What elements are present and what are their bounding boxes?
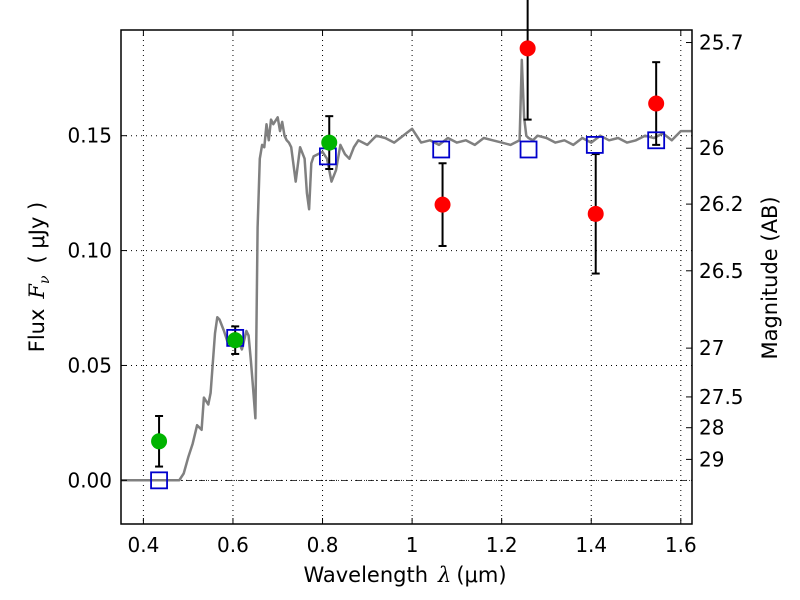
observed-flux-point bbox=[321, 134, 338, 151]
x-tick-label: 1 bbox=[406, 533, 419, 557]
x-axis-title-symbol: λ bbox=[437, 563, 451, 587]
y2-tick-label: 28 bbox=[699, 416, 724, 440]
y2-tick-label: 27.5 bbox=[699, 385, 744, 409]
x-axis-title-unit: (μm) bbox=[456, 563, 506, 587]
observed-flux-point bbox=[434, 196, 451, 213]
y2-tick-label: 29 bbox=[699, 447, 724, 471]
synthetic-photometry-box bbox=[150, 471, 168, 490]
observed-flux-point bbox=[587, 205, 604, 222]
plot-frame bbox=[120, 29, 693, 525]
y-axis-title-subscript: ν bbox=[37, 275, 53, 284]
observed-flux-point bbox=[519, 40, 536, 57]
x-axis-title: Wavelength λ (μm) bbox=[303, 563, 506, 587]
observed-flux-point bbox=[227, 332, 244, 349]
observed-flux-point bbox=[648, 95, 665, 112]
model-spectrum-line bbox=[121, 58, 692, 482]
x-tick-label: 1.4 bbox=[575, 533, 607, 557]
x-tick-label: 1.6 bbox=[665, 533, 697, 557]
y2-axis: 25.7 26 26.2 26.5 27 27.5 28 29 bbox=[686, 31, 744, 471]
y2-tick-label: 26.5 bbox=[699, 259, 744, 283]
y-axis: 0.00 0.05 0.10 0.15 bbox=[67, 124, 127, 492]
y2-tick-label: 27 bbox=[699, 336, 724, 360]
y-tick-label: 0.05 bbox=[67, 353, 112, 377]
y2-axis-title: Magnitude (AB) bbox=[758, 196, 782, 359]
synthetic-photometry-box bbox=[432, 140, 451, 159]
model-spectrum-layer bbox=[121, 58, 692, 482]
synthetic-photometry-box bbox=[519, 140, 538, 159]
x-tick-label: 0.8 bbox=[307, 533, 339, 557]
x-axis: 0.4 0.6 0.8 1 1.2 1.4 1.6 bbox=[127, 30, 697, 557]
y-tick-label: 0.15 bbox=[67, 124, 112, 148]
observed-flux-point bbox=[151, 433, 168, 450]
y-axis-title-unit: ( μJy ) bbox=[25, 202, 49, 264]
y-axis-title-symbol: F bbox=[25, 283, 49, 300]
y-tick-label: 0.10 bbox=[67, 239, 112, 263]
y2-tick-label: 26 bbox=[699, 136, 724, 160]
grid-lines bbox=[121, 30, 692, 524]
y-axis-title: Flux Fν ( μJy ) bbox=[25, 202, 53, 352]
synthetic-photometry-box bbox=[585, 135, 604, 154]
data-points-layer bbox=[150, 0, 666, 490]
y-tick-label: 0.00 bbox=[67, 468, 112, 492]
x-tick-label: 1.2 bbox=[486, 533, 518, 557]
synthetic-photometry-box bbox=[647, 131, 666, 150]
x-tick-label: 0.4 bbox=[127, 533, 159, 557]
y-axis-title-text: Flux bbox=[25, 309, 49, 353]
y2-tick-label: 25.7 bbox=[699, 31, 744, 55]
x-tick-label: 0.6 bbox=[217, 533, 249, 557]
x-axis-title-text: Wavelength bbox=[303, 563, 428, 587]
y2-tick-label: 26.2 bbox=[699, 192, 744, 216]
